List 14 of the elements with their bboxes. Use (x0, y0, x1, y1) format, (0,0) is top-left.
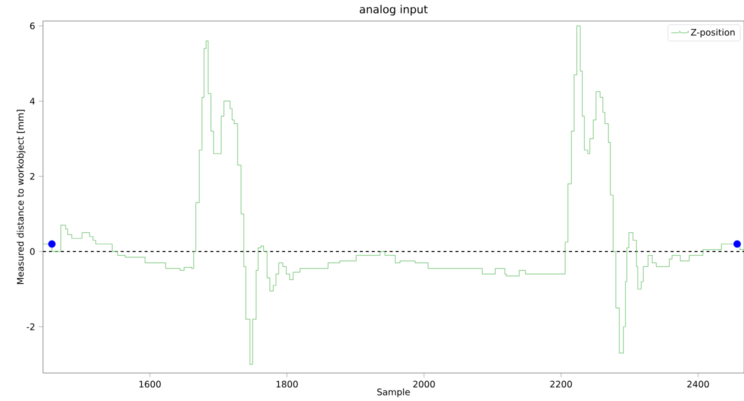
x-axis-title: Sample (377, 388, 410, 398)
y-tick-label: 6 (30, 22, 35, 30)
x-tick-label: 2000 (413, 380, 435, 388)
x-tick-label: 2200 (550, 380, 572, 388)
chart-title: analog input (360, 4, 428, 16)
x-tick-label: 1800 (276, 380, 298, 388)
legend-label: Z-position (690, 28, 735, 38)
x-tick-label: 2400 (687, 380, 709, 388)
y-tick-label: 0 (30, 248, 35, 255)
y-tick-label: 2 (30, 172, 34, 180)
y-axis-title: Measured distance to workobject [mm] (16, 110, 26, 284)
x-tick-label: 1600 (139, 380, 161, 388)
y-tick-label: -2 (26, 323, 34, 330)
y-tick-label: 4 (30, 98, 35, 104)
